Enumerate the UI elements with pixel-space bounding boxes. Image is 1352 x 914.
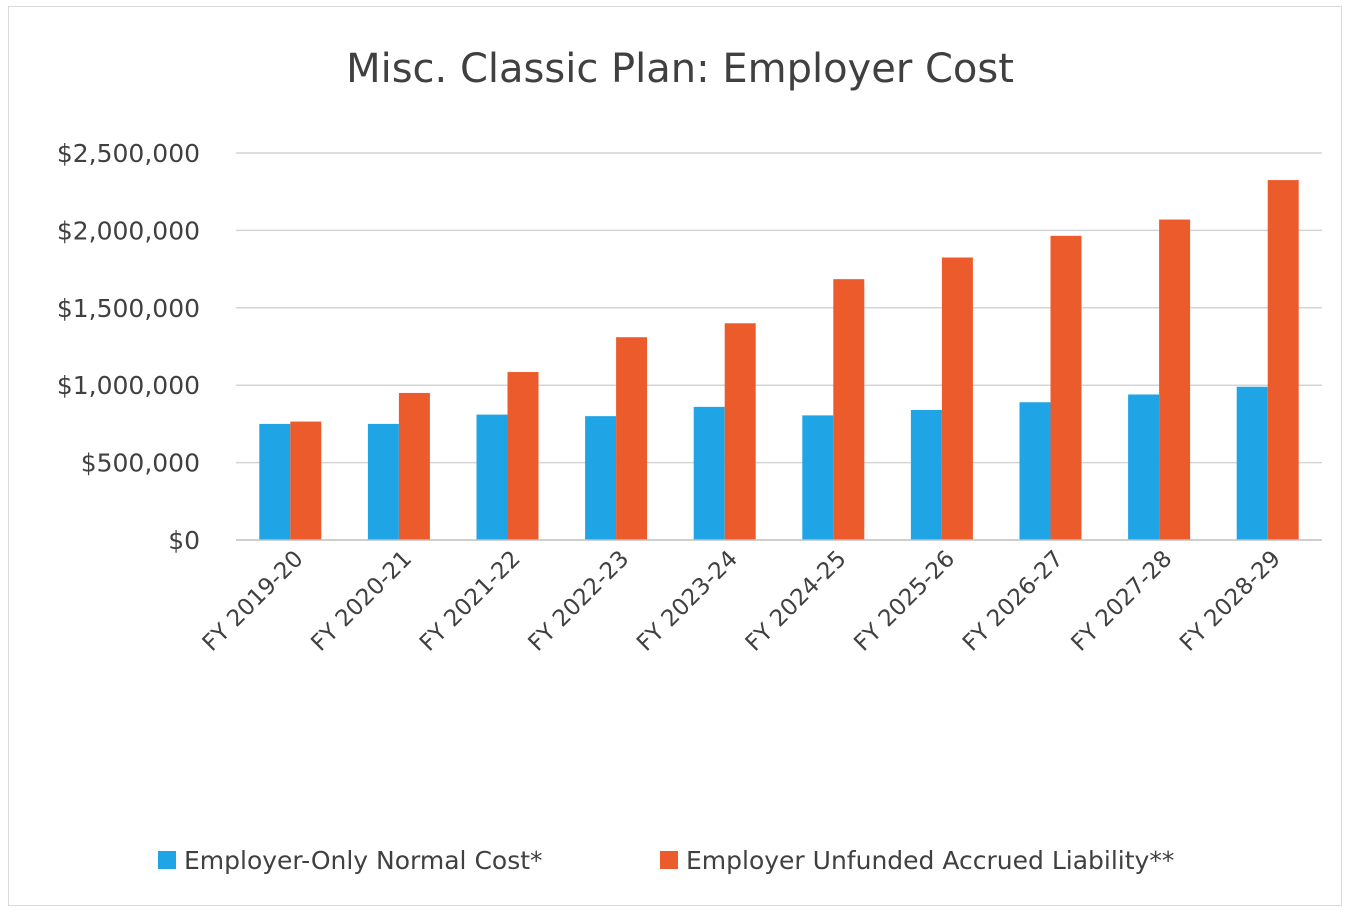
x-tick-label: FY 2028-29: [1175, 546, 1286, 657]
y-tick-label: $2,500,000: [57, 139, 200, 168]
bar-unfunded-liability: [507, 372, 539, 540]
bar-unfunded-liability: [398, 392, 430, 540]
bars: [259, 180, 1299, 540]
bar-unfunded-liability: [941, 257, 973, 540]
legend-swatch: [660, 851, 678, 869]
y-tick-label: $1,500,000: [57, 294, 200, 323]
bar-normal-cost: [259, 423, 291, 540]
x-tick-label: FY 2025-26: [849, 546, 960, 657]
x-tick-label: FY 2027-28: [1067, 546, 1178, 657]
bar-normal-cost: [802, 415, 834, 540]
bar-normal-cost: [1128, 394, 1160, 540]
bar-normal-cost: [367, 423, 399, 540]
y-tick-label: $1,000,000: [57, 371, 200, 400]
bar-normal-cost: [476, 414, 508, 540]
x-tick-label: FY 2021-22: [415, 546, 526, 657]
bar-normal-cost: [910, 409, 942, 540]
x-tick-label: FY 2024-25: [741, 546, 852, 657]
x-tick-label: FY 2026-27: [958, 546, 1069, 657]
x-tick-label: FY 2022-23: [524, 546, 635, 657]
y-tick-label: $0: [168, 526, 200, 555]
bar-normal-cost: [1236, 386, 1268, 540]
bar-normal-cost: [693, 406, 725, 540]
x-tick-label: FY 2019-20: [198, 546, 309, 657]
bar-unfunded-liability: [1267, 180, 1299, 540]
legend: Employer-Only Normal Cost* Employer Unfun…: [158, 846, 1174, 875]
bar-unfunded-liability: [616, 337, 648, 540]
legend-label: Employer Unfunded Accrued Liability**: [686, 846, 1174, 875]
bar-normal-cost: [585, 416, 617, 540]
bar-unfunded-liability: [1159, 219, 1191, 540]
x-tick-label: FY 2020-21: [306, 546, 417, 657]
legend-label: Employer-Only Normal Cost*: [184, 846, 543, 875]
bar-unfunded-liability: [1050, 235, 1082, 540]
bar-unfunded-liability: [290, 421, 322, 540]
bar-unfunded-liability: [724, 323, 756, 540]
chart-title: Misc. Classic Plan: Employer Cost: [346, 46, 1014, 92]
y-tick-label: $500,000: [81, 449, 200, 478]
y-tick-label: $2,000,000: [57, 216, 200, 245]
bar-unfunded-liability: [833, 279, 865, 540]
x-tick-label: FY 2023-24: [632, 546, 743, 657]
chart-frame: [8, 6, 1342, 906]
legend-swatch: [158, 851, 176, 869]
bar-normal-cost: [1019, 402, 1051, 540]
y-axis-ticks: $0 $500,000 $1,000,000 $1,500,000 $2,000,000…: [57, 139, 200, 555]
